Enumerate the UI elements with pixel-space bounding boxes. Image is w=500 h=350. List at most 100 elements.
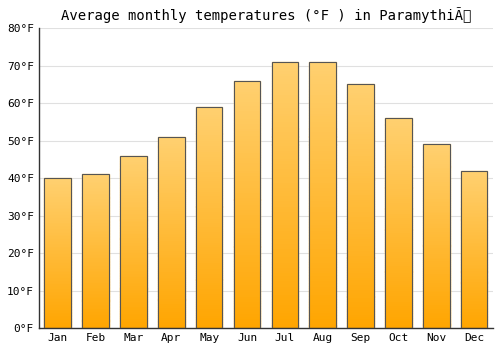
Bar (196, 118, 222, 120)
Bar (234, 274, 260, 276)
Bar (120, 156, 146, 328)
Bar (348, 240, 374, 243)
Bar (385, 160, 411, 162)
Bar (234, 190, 260, 192)
Bar (272, 94, 298, 97)
Bar (385, 230, 411, 232)
Bar (423, 295, 450, 297)
Bar (158, 288, 184, 290)
Bar (385, 150, 411, 152)
Bar (310, 107, 336, 110)
Bar (234, 241, 260, 244)
Bar (272, 123, 298, 126)
Bar (385, 305, 411, 307)
Bar (44, 243, 71, 244)
Bar (234, 316, 260, 318)
Bar (423, 242, 450, 244)
Bar (310, 62, 336, 328)
Bar (234, 158, 260, 160)
Bar (44, 259, 71, 261)
Bar (44, 183, 71, 184)
Bar (310, 193, 336, 195)
Bar (234, 170, 260, 172)
Bar (44, 253, 71, 255)
Bar (385, 173, 411, 175)
Bar (423, 145, 450, 328)
Bar (310, 309, 336, 312)
Bar (158, 160, 184, 162)
Bar (234, 199, 260, 202)
Bar (44, 273, 71, 274)
Bar (461, 275, 487, 276)
Bar (158, 307, 184, 309)
Bar (82, 176, 109, 177)
Bar (423, 211, 450, 212)
Bar (82, 237, 109, 239)
Bar (82, 219, 109, 220)
Bar (196, 109, 222, 111)
Bar (196, 171, 222, 173)
Bar (461, 224, 487, 226)
Bar (196, 147, 222, 149)
Bar (120, 302, 146, 304)
Bar (196, 107, 222, 328)
Bar (423, 190, 450, 192)
Bar (82, 184, 109, 185)
Bar (310, 153, 336, 155)
Bar (461, 267, 487, 268)
Bar (82, 325, 109, 327)
Bar (120, 268, 146, 270)
Bar (234, 175, 260, 177)
Bar (348, 284, 374, 287)
Bar (423, 154, 450, 155)
Bar (310, 134, 336, 136)
Bar (461, 257, 487, 259)
Bar (234, 237, 260, 239)
Bar (385, 238, 411, 240)
Bar (158, 162, 184, 164)
Bar (310, 283, 336, 286)
Bar (348, 121, 374, 124)
Bar (82, 291, 109, 293)
Bar (385, 267, 411, 270)
Bar (310, 99, 336, 102)
Bar (196, 304, 222, 306)
Bar (310, 80, 336, 83)
Bar (158, 150, 184, 152)
Bar (385, 320, 411, 322)
Bar (385, 144, 411, 146)
Bar (196, 156, 222, 158)
Bar (44, 219, 71, 220)
Bar (272, 208, 298, 211)
Bar (461, 306, 487, 308)
Bar (158, 194, 184, 196)
Bar (44, 222, 71, 223)
Bar (310, 267, 336, 270)
Bar (196, 173, 222, 176)
Bar (385, 125, 411, 127)
Bar (158, 315, 184, 317)
Bar (234, 254, 260, 257)
Bar (120, 209, 146, 211)
Bar (348, 187, 374, 189)
Bar (120, 192, 146, 194)
Bar (385, 286, 411, 288)
Bar (234, 93, 260, 96)
Bar (385, 135, 411, 137)
Bar (348, 270, 374, 272)
Bar (310, 126, 336, 128)
Bar (461, 325, 487, 327)
Bar (461, 282, 487, 284)
Bar (272, 134, 298, 136)
Bar (158, 290, 184, 292)
Bar (310, 115, 336, 118)
Bar (44, 216, 71, 217)
Bar (158, 208, 184, 210)
Bar (196, 255, 222, 257)
Bar (385, 284, 411, 286)
Bar (158, 275, 184, 276)
Bar (272, 62, 298, 328)
Bar (158, 300, 184, 301)
Bar (120, 316, 146, 318)
Bar (348, 172, 374, 175)
